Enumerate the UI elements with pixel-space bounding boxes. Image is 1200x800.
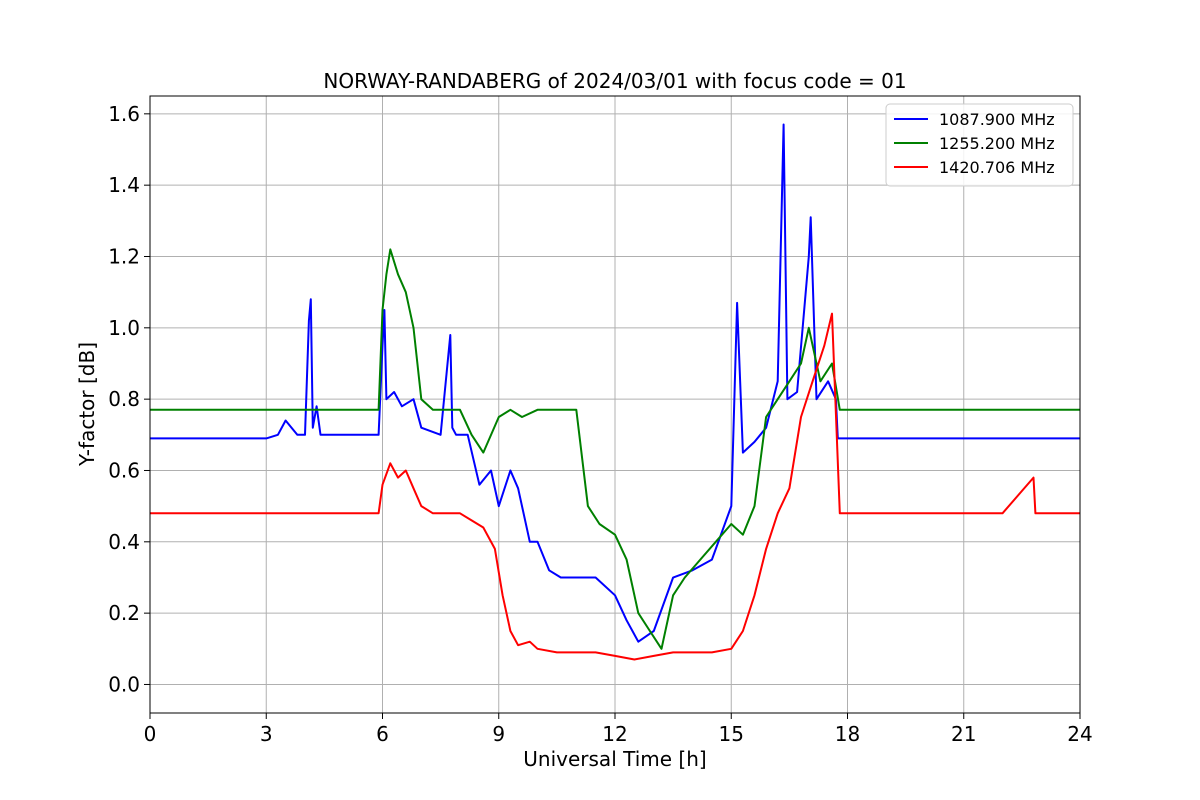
series-line-3 [150, 312, 1080, 661]
series-line-2 [150, 248, 1080, 650]
legend-label-3: 1420.706 MHz [939, 158, 1055, 177]
x-tick-label: 12 [602, 722, 627, 746]
x-tick-label: 21 [951, 722, 976, 746]
x-tick-label: 3 [260, 722, 273, 746]
x-tick-label: 15 [719, 722, 744, 746]
y-axis-title: Y-factor [dB] [75, 342, 99, 467]
x-axis-title: Universal Time [h] [523, 747, 706, 771]
y-tick-label: 0.0 [108, 672, 140, 696]
ticks: 0 3 6 9 12 15 18 21 24 0.0 0.2 0.4 0.6 0.8 1.0 1.2 1.4 1.… [108, 102, 1093, 746]
y-tick-label: 0.4 [108, 530, 140, 554]
y-tick-label: 0.6 [108, 458, 140, 482]
x-tick-label: 9 [492, 722, 505, 746]
x-tick-label: 24 [1067, 722, 1092, 746]
chart-title: NORWAY-RANDABERG of 2024/03/01 with focu… [323, 69, 906, 93]
series-layer [150, 123, 1080, 661]
y-tick-label: 0.8 [108, 387, 140, 411]
y-tick-label: 1.2 [108, 244, 140, 268]
legend-box [885, 103, 1074, 187]
x-tick-label: 6 [376, 722, 389, 746]
x-tick-label: 0 [144, 722, 157, 746]
y-tick-label: 1.4 [108, 173, 140, 197]
y-tick-label: 1.0 [108, 316, 140, 340]
y-tick-label: 0.2 [108, 601, 140, 625]
x-tick-label: 18 [835, 722, 860, 746]
series-line-1 [150, 123, 1080, 643]
legend-label-1: 1087.900 MHz [939, 110, 1055, 129]
legend: 1087.900 MHz 1255.200 MHz 1420.706 MHz [885, 103, 1074, 187]
y-tick-label: 1.6 [108, 102, 140, 126]
legend-label-2: 1255.200 MHz [939, 134, 1055, 153]
